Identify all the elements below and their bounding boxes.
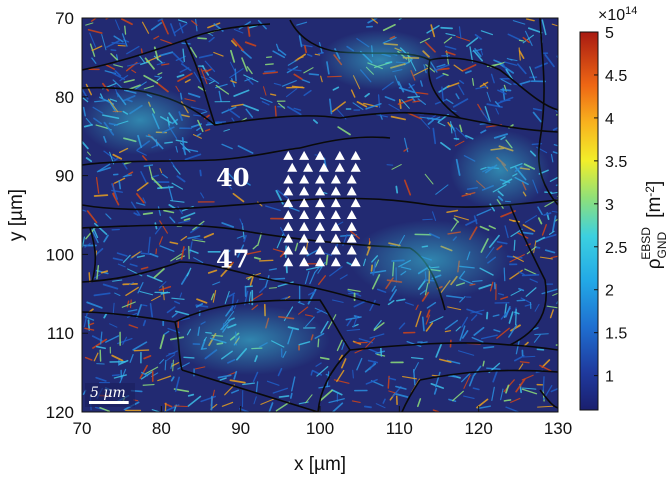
indent-marker [299, 210, 310, 219]
indent-marker [283, 245, 294, 255]
indent-marker [283, 210, 294, 219]
indent-marker [334, 162, 345, 172]
indent-marker [330, 186, 341, 196]
indent-marker [346, 210, 357, 219]
x-tick-label: 110 [386, 419, 413, 438]
colorbar-tick-label: 4.5 [605, 68, 627, 85]
indent-marker [283, 233, 294, 243]
colorbar: 1 1.5 2 2.5 3 3.5 4 4.5 5 ×1014 ρGNDEBSD [m-2] [579, 5, 669, 411]
x-tick-label: 70 [73, 419, 92, 438]
indent-marker [330, 174, 341, 184]
colorbar-ticks: 1 1.5 2 2.5 3 3.5 4 4.5 5 [594, 25, 627, 386]
x-axis: 70 80 90 100 110 120 130 [73, 406, 572, 438]
grain-label-40: 40 [216, 163, 249, 192]
indent-marker [303, 162, 314, 172]
x-tick-label: 120 [464, 419, 492, 438]
indent-marker [299, 257, 310, 267]
indent-marker [283, 257, 294, 267]
indent-marker [315, 233, 325, 243]
y-tick-label: 120 [46, 403, 74, 422]
indent-marker [283, 221, 294, 231]
indent-marker [315, 186, 325, 196]
indent-marker [283, 174, 294, 184]
indent-marker [330, 257, 341, 267]
colorbar-tick-label: 1.5 [605, 326, 627, 343]
colorbar-multiplier: ×1014 [598, 5, 637, 24]
indent-marker [350, 198, 361, 208]
indent-marker [299, 186, 310, 196]
indent-marker [315, 210, 325, 219]
high-density-regions [82, 30, 550, 375]
indent-marker [299, 221, 310, 231]
indent-marker [299, 233, 310, 243]
indent-marker [330, 198, 341, 208]
indent-marker [346, 245, 357, 255]
colorbar-tick-label: 5 [605, 25, 614, 42]
indent-marker [283, 186, 294, 196]
grain-label-47: 47 [216, 244, 249, 273]
indent-marker [315, 221, 325, 231]
indent-marker [299, 150, 310, 160]
indent-marker [318, 162, 329, 172]
y-tick-label: 90 [55, 167, 74, 186]
indent-marker [350, 257, 361, 267]
y-tick-label: 100 [46, 245, 74, 264]
y-tick-label: 110 [47, 324, 74, 343]
x-tick-label: 100 [306, 419, 334, 438]
indent-marker [346, 186, 357, 196]
x-tick-label: 90 [231, 419, 250, 438]
indent-marker [350, 162, 361, 172]
indent-marker [299, 174, 310, 184]
colorbar-label: ρGNDEBSD [m-2] [639, 181, 669, 270]
indent-marker [346, 174, 357, 184]
indent-marker [287, 162, 298, 172]
colorbar-tick-label: 2 [605, 283, 614, 300]
indent-marker [315, 198, 325, 208]
colorbar-tick-label: 3 [605, 197, 614, 214]
indent-marker [330, 210, 341, 219]
indent-marker [299, 198, 310, 208]
indent-marker [346, 221, 357, 231]
y-axis-label: y [µm] [6, 189, 27, 241]
scale-bar: 5 μm [85, 383, 135, 407]
y-tick-label: 70 [55, 9, 74, 28]
plot-area: 40 47 5 μm [82, 18, 558, 412]
scale-bar-line [89, 401, 129, 404]
colorbar-gradient [579, 31, 599, 411]
x-tick-label: 80 [152, 419, 171, 438]
y-tick-label: 80 [55, 88, 74, 107]
scale-bar-label: 5 μm [90, 385, 126, 401]
indent-marker [315, 150, 325, 160]
indent-markers [283, 150, 361, 267]
indent-marker [330, 233, 341, 243]
x-tick-label: 130 [544, 419, 572, 438]
indent-marker [334, 150, 345, 160]
indent-marker [346, 233, 357, 243]
indent-marker [299, 245, 310, 255]
y-axis: 70 80 90 100 110 120 [46, 9, 88, 422]
indent-marker [315, 245, 325, 255]
indent-marker [283, 198, 294, 208]
colorbar-tick-label: 2.5 [605, 240, 627, 257]
colorbar-tick-label: 3.5 [605, 154, 627, 171]
indent-marker [330, 221, 341, 231]
x-axis-label: x [µm] [294, 454, 346, 475]
indent-marker [330, 245, 341, 255]
colorbar-tick-label: 1 [605, 369, 614, 386]
indent-marker [350, 150, 361, 160]
indent-marker [315, 257, 325, 267]
indent-marker [315, 174, 325, 184]
colorbar-tick-label: 4 [605, 111, 614, 128]
indent-marker [283, 150, 294, 160]
